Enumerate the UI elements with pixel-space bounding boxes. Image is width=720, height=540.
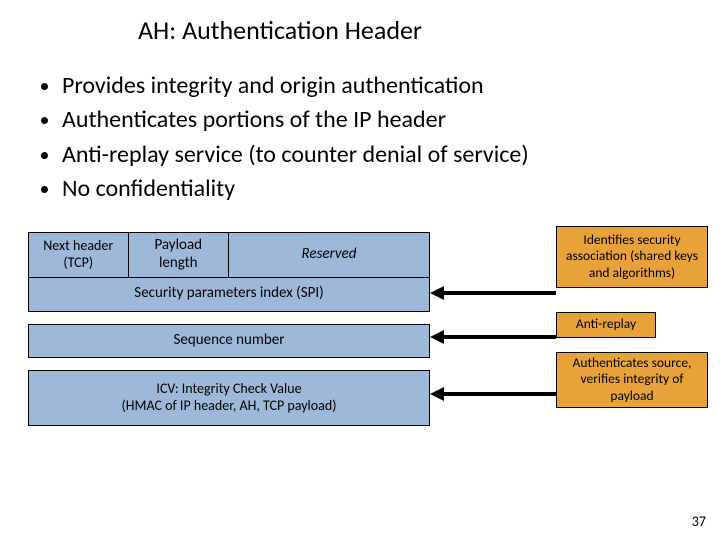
bullet-item: Authenticates portions of the IP header [62,104,690,136]
field-icv: ICV: Integrity Check Value(HMAC of IP he… [28,370,430,426]
annotation-spi: Identifies security association (shared … [556,226,708,288]
field-sequence-number: Sequence number [28,324,430,358]
annotation-icv: Authenticates source, verifies integrity… [556,352,708,408]
bullet-item: No confidentiality [62,173,690,205]
page-number: 37 [692,513,706,530]
annotation-antireplay: Anti-replay [556,312,656,338]
field-reserved: Reserved [229,232,430,278]
field-spi: Security parameters index (SPI) [28,278,430,312]
bullet-list: Provides integrity and origin authentica… [0,54,720,218]
ah-header-structure: Next header(TCP) Payload length Reserved… [28,232,430,426]
bullet-item: Provides integrity and origin authentica… [62,70,690,102]
field-next-header: Next header(TCP) [28,232,129,278]
bullet-item: Anti-replay service (to counter denial o… [62,139,690,171]
ah-diagram: Next header(TCP) Payload length Reserved… [0,228,720,488]
slide-title: AH: Authentication Header [0,0,720,54]
field-payload-length: Payload length [129,232,230,278]
